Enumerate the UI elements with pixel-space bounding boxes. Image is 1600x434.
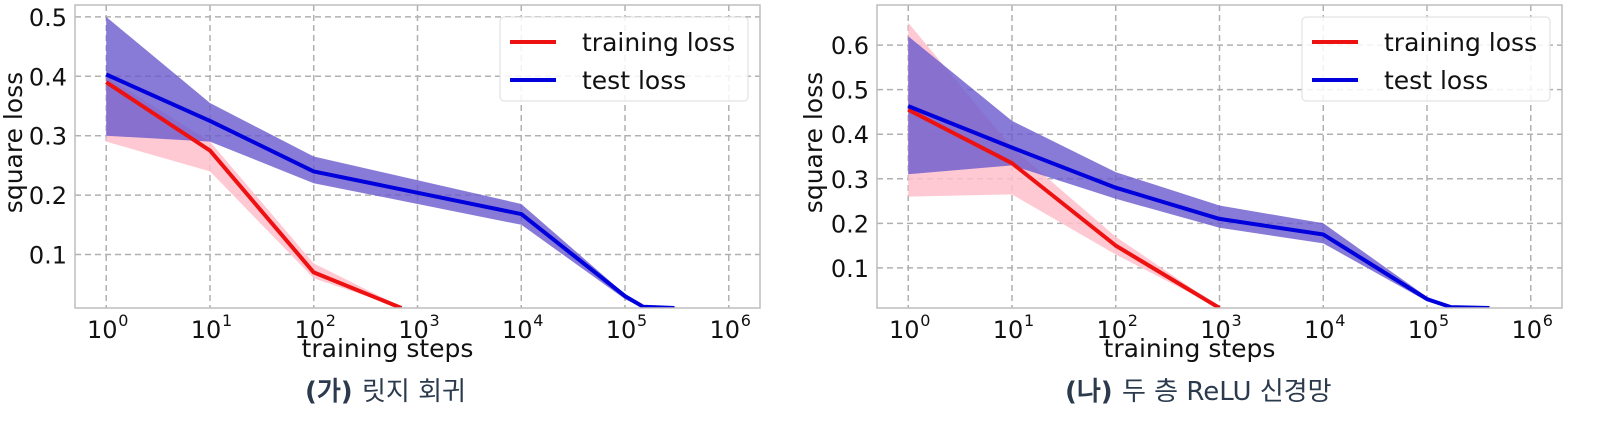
y-tick-label: 0.4 xyxy=(29,63,67,91)
x-axis-label: training steps xyxy=(302,334,474,363)
series-line-training-loss xyxy=(105,80,403,308)
x-tick-label: 10 xyxy=(1304,316,1335,344)
x-tick-label: 10 xyxy=(709,316,740,344)
x-tick-label: 10 xyxy=(1408,316,1439,344)
chart-panel-ridge-regression: 0.10.20.30.40.510 0 10 1 10 2 10 3 10 4 10 5 10 6trai… xyxy=(0,4,761,363)
legend-box xyxy=(1301,16,1551,102)
x-tick-exponent: 2 xyxy=(326,311,336,330)
x-tick-label: 10 xyxy=(993,316,1024,344)
caption-label-a: (가) xyxy=(305,377,353,407)
x-tick-exponent: 5 xyxy=(1439,311,1449,330)
plot-area xyxy=(105,16,675,308)
y-tick-label: 0.3 xyxy=(831,166,869,194)
y-tick-label: 0.2 xyxy=(29,182,67,210)
y-tick-label: 0.1 xyxy=(29,242,67,270)
x-tick-exponent: 0 xyxy=(920,311,930,330)
legend-label-training-loss: training loss xyxy=(1384,28,1537,57)
chart-panel-relu-network: 0.10.20.30.40.50.610 0 10 1 10 2 10 3 10 4 10 5 10 6t… xyxy=(799,4,1563,363)
x-tick-exponent: 4 xyxy=(533,311,543,330)
legend-label-test-loss: test loss xyxy=(1384,66,1488,95)
x-tick-exponent: 3 xyxy=(430,311,440,330)
caption-text-b: 두 층 ReLU 신경망 xyxy=(1122,377,1332,407)
x-tick-label: 10 xyxy=(1511,316,1542,344)
x-tick-label: 10 xyxy=(294,316,325,344)
plot-area xyxy=(907,22,1490,308)
y-tick-label: 0.2 xyxy=(831,210,869,238)
caption-text-a: 릿지 회귀 xyxy=(362,377,466,407)
x-tick-label: 10 xyxy=(502,316,533,344)
legend-box xyxy=(499,16,749,102)
y-tick-label: 0.3 xyxy=(29,123,67,151)
axes-frame xyxy=(876,4,1563,309)
x-tick-label: 10 xyxy=(398,316,429,344)
caption-label-b: (나) xyxy=(1065,377,1113,407)
y-tick-label: 0.4 xyxy=(831,121,869,149)
x-tick-exponent: 2 xyxy=(1128,311,1138,330)
y-axis-label: square loss xyxy=(799,72,828,213)
series-line-test-loss xyxy=(907,104,1490,308)
x-tick-exponent: 6 xyxy=(1543,311,1553,330)
x-tick-exponent: 5 xyxy=(637,311,647,330)
x-tick-label: 10 xyxy=(1096,316,1127,344)
series-line-training-loss xyxy=(907,107,1221,308)
x-tick-label: 10 xyxy=(87,316,118,344)
y-tick-label: 0.6 xyxy=(831,32,869,60)
x-tick-label: 10 xyxy=(191,316,222,344)
confidence-band-test-loss xyxy=(908,36,1490,308)
x-tick-label: 10 xyxy=(606,316,637,344)
legend-label-training-loss: training loss xyxy=(582,28,735,57)
x-tick-exponent: 0 xyxy=(118,311,128,330)
x-tick-exponent: 1 xyxy=(222,311,232,330)
x-tick-label: 10 xyxy=(889,316,920,344)
y-tick-label: 0.5 xyxy=(29,4,67,32)
x-tick-exponent: 3 xyxy=(1232,311,1242,330)
axes-frame xyxy=(74,4,761,309)
legend-label-test-loss: test loss xyxy=(582,66,686,95)
y-axis-label: square loss xyxy=(0,72,28,213)
x-tick-exponent: 4 xyxy=(1335,311,1345,330)
x-tick-exponent: 1 xyxy=(1024,311,1034,330)
x-axis-label: training steps xyxy=(1104,334,1276,363)
y-tick-label: 0.1 xyxy=(831,255,869,283)
y-tick-label: 0.5 xyxy=(831,77,869,105)
series-line-test-loss xyxy=(105,72,675,308)
x-tick-exponent: 6 xyxy=(741,311,751,330)
x-tick-label: 10 xyxy=(1200,316,1231,344)
